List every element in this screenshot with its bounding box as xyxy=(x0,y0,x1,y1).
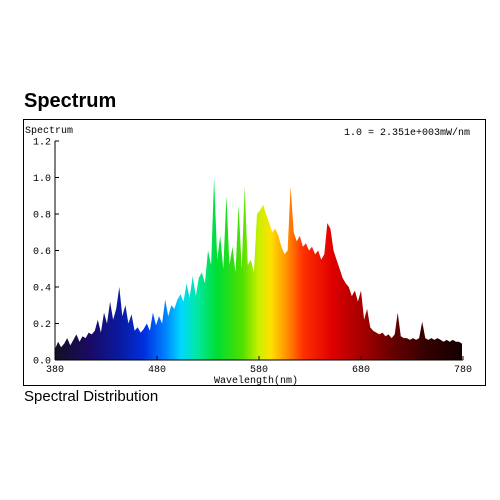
spectrum-area-series-0 xyxy=(55,177,462,360)
x-tick-label-2: 580 xyxy=(250,365,268,376)
x-axis-label: Wavelength(nm) xyxy=(214,375,298,386)
y-tick-label-5: 1.0 xyxy=(33,174,51,185)
axes: 0.0 0.2 0.4 0.6 0.8 1.0 1.2 380 480 580 680 780 xyxy=(33,138,472,377)
y-tick-label-6: 1.2 xyxy=(33,138,51,149)
y-axis-label: Spectrum xyxy=(25,126,73,137)
y-tick-label-4: 0.8 xyxy=(33,211,51,222)
spectrum-chart: 0.0 0.2 0.4 0.6 0.8 1.0 1.2 380 480 580 680 780 Spe… xyxy=(23,119,486,386)
x-tick-label-3: 680 xyxy=(352,365,370,376)
y-tick-label-1: 0.2 xyxy=(33,320,51,331)
plot-area xyxy=(55,177,462,360)
chart-caption: Spectral Distribution xyxy=(24,388,159,405)
x-tick-label-1: 480 xyxy=(148,365,166,376)
x-tick-label-4: 780 xyxy=(454,365,472,376)
spectrum-chart-svg: 0.0 0.2 0.4 0.6 0.8 1.0 1.2 380 480 580 680 780 Spe… xyxy=(23,119,486,386)
page-heading: Spectrum xyxy=(24,90,117,112)
y-tick-label-0: 0.0 xyxy=(33,357,51,368)
y-tick-label-2: 0.4 xyxy=(33,284,51,295)
y-tick-label-3: 0.6 xyxy=(33,247,51,258)
x-tick-label-0: 380 xyxy=(46,365,64,376)
scale-note: 1.0 = 2.351e+003mW/nm xyxy=(344,127,470,139)
